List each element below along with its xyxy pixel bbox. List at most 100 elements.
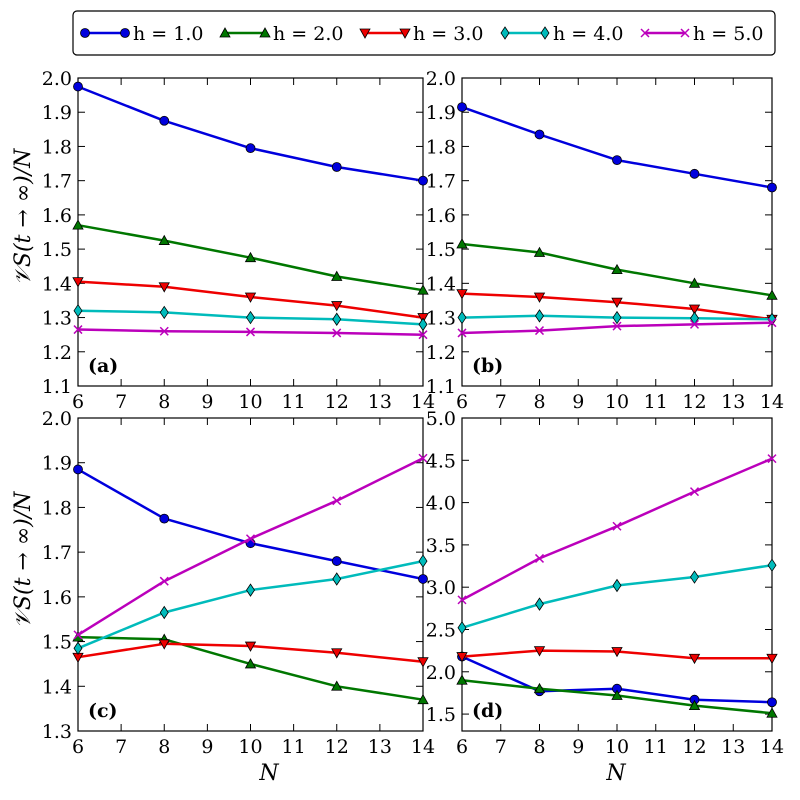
data-point bbox=[245, 534, 256, 544]
y-tick-label: 1.5 bbox=[42, 632, 72, 654]
x-tick-label: 12 bbox=[682, 736, 706, 758]
x-tick-label: 9 bbox=[201, 736, 213, 758]
data-point bbox=[534, 553, 545, 563]
data-point bbox=[767, 697, 777, 708]
x-tick-label: 6 bbox=[456, 736, 468, 758]
y-tick-label: 5.0 bbox=[426, 408, 456, 430]
data-point bbox=[612, 578, 622, 593]
x-tick-label: 14 bbox=[411, 736, 435, 758]
data-point bbox=[158, 639, 170, 650]
series-h-4 bbox=[457, 558, 777, 635]
y-tick-label: 2.0 bbox=[426, 662, 456, 684]
panel-label: (a) bbox=[88, 355, 118, 377]
data-point bbox=[331, 680, 343, 691]
series-line bbox=[77, 468, 424, 581]
x-tick-label: 14 bbox=[411, 391, 435, 413]
data-point bbox=[688, 699, 701, 711]
legend-label-3: h = 3.0 bbox=[413, 23, 483, 45]
legend-marker-start-1 bbox=[80, 28, 90, 38]
y-tick-label: 1.6 bbox=[42, 587, 72, 609]
x-tick-label: 13 bbox=[721, 391, 745, 413]
y-tick-label: 1.5 bbox=[42, 239, 72, 261]
x-tick-label: 11 bbox=[644, 391, 668, 413]
series-h-5 bbox=[457, 454, 777, 605]
data-point bbox=[457, 621, 467, 635]
series-h-5 bbox=[457, 318, 777, 338]
data-point bbox=[331, 270, 343, 281]
y-tick-label: 1.4 bbox=[42, 676, 72, 698]
x-tick-label: 12 bbox=[325, 736, 349, 758]
data-point bbox=[611, 689, 623, 700]
x-tick-label: 11 bbox=[282, 391, 306, 413]
y-tick-label: 1.1 bbox=[426, 376, 456, 398]
series-h-1 bbox=[457, 102, 777, 193]
data-point bbox=[533, 682, 546, 694]
data-point bbox=[331, 648, 343, 659]
data-point bbox=[245, 327, 256, 337]
data-point bbox=[332, 312, 342, 326]
data-point bbox=[689, 319, 700, 329]
data-point bbox=[244, 251, 257, 263]
series-line bbox=[77, 85, 424, 182]
data-point bbox=[73, 81, 83, 92]
series-h-5 bbox=[73, 325, 428, 340]
data-point bbox=[418, 574, 428, 584]
data-point bbox=[245, 143, 256, 154]
data-point bbox=[73, 325, 83, 335]
series-h-1 bbox=[73, 81, 428, 186]
legend-box bbox=[72, 10, 776, 56]
series-line bbox=[461, 457, 773, 602]
data-point bbox=[612, 155, 622, 166]
y-tick-label: 1.3 bbox=[42, 308, 72, 330]
data-point bbox=[158, 282, 170, 293]
data-point bbox=[612, 321, 622, 331]
x-tick-label: 14 bbox=[760, 391, 784, 413]
y-tick-label: 2.0 bbox=[426, 68, 456, 90]
data-point bbox=[456, 238, 468, 249]
x-tick-label: 13 bbox=[368, 736, 392, 758]
y-tick-label: 1.7 bbox=[426, 171, 456, 193]
data-point bbox=[72, 277, 84, 288]
y-tick-label: 1.7 bbox=[42, 542, 72, 564]
series-h-4 bbox=[73, 554, 428, 655]
data-point bbox=[533, 646, 546, 657]
y-tick-label: 1.9 bbox=[42, 453, 72, 475]
data-point bbox=[332, 328, 342, 338]
data-point bbox=[766, 289, 778, 300]
data-point bbox=[456, 652, 468, 663]
x-tick-label: 8 bbox=[158, 736, 170, 758]
y-tick-label: 1.7 bbox=[42, 171, 72, 193]
x-axis-label-right: N bbox=[605, 761, 626, 786]
y-tick-label: 4.5 bbox=[426, 450, 456, 472]
data-point bbox=[767, 182, 777, 193]
legend-label-5: h = 5.0 bbox=[693, 23, 763, 45]
series-h-3 bbox=[456, 646, 778, 665]
legend-marker-start-2 bbox=[219, 27, 231, 38]
data-point bbox=[767, 318, 777, 328]
data-point bbox=[457, 102, 467, 112]
data-point bbox=[533, 292, 546, 303]
legend-marker-end-4 bbox=[540, 26, 550, 40]
y-tick-label: 1.8 bbox=[426, 136, 456, 158]
panel-frame bbox=[77, 77, 424, 387]
data-point bbox=[611, 647, 623, 658]
y-tick-label: 1.5 bbox=[426, 704, 456, 726]
series-line bbox=[77, 559, 424, 650]
legend-marker-end-5 bbox=[680, 28, 690, 38]
data-point bbox=[535, 597, 544, 611]
data-point bbox=[456, 289, 468, 300]
y-tick-label: 1.4 bbox=[426, 273, 456, 295]
data-point bbox=[766, 653, 778, 665]
data-point bbox=[244, 292, 257, 303]
legend-label-1: h = 1.0 bbox=[133, 23, 203, 45]
y-tick-label: 2.0 bbox=[42, 408, 72, 430]
x-tick-label: 10 bbox=[605, 736, 629, 758]
data-point bbox=[611, 263, 623, 275]
data-point bbox=[331, 556, 342, 566]
series-h-5 bbox=[73, 453, 428, 640]
x-tick-label: 7 bbox=[115, 391, 127, 413]
panel-label: (b) bbox=[472, 355, 503, 377]
y-tick-label: 1.6 bbox=[42, 205, 72, 227]
y-tick-label: 3.0 bbox=[426, 577, 456, 599]
x-tick-label: 12 bbox=[325, 391, 349, 413]
